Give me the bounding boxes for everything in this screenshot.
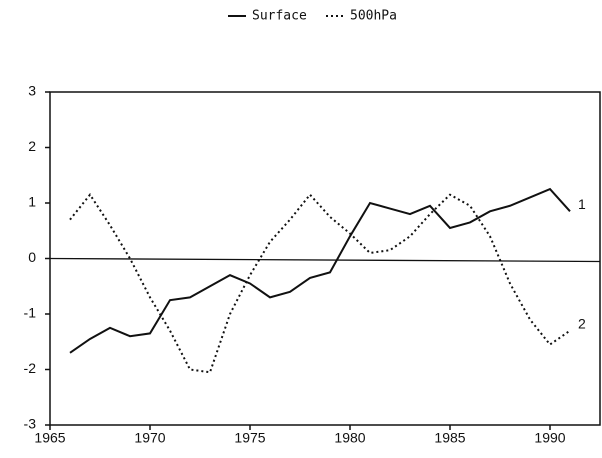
x-tick-label: 1965: [34, 430, 65, 446]
x-tick-label: 1985: [434, 430, 465, 446]
y-tick-label: 2: [28, 138, 36, 154]
x-tick-label: 1970: [134, 430, 165, 446]
y-tick-label: 0: [28, 249, 36, 265]
series-line: [69, 192, 571, 374]
x-tick-label: 1990: [534, 430, 565, 446]
y-tick-label: -3: [24, 416, 37, 432]
y-tick-label: 1: [28, 194, 36, 210]
y-tick-label: -2: [24, 360, 37, 376]
legend-label: 500hPa: [350, 9, 397, 24]
series-end-label: 1: [578, 196, 586, 212]
y-tick-label: 3: [28, 83, 36, 99]
legend-label: Surface: [252, 9, 307, 24]
x-tick-label: 1975: [234, 430, 265, 446]
series-line: [69, 187, 571, 354]
y-tick-label: -1: [24, 305, 37, 321]
series-end-label: 2: [578, 315, 586, 331]
zero-line: [49, 257, 601, 263]
x-tick-label: 1980: [334, 430, 365, 446]
